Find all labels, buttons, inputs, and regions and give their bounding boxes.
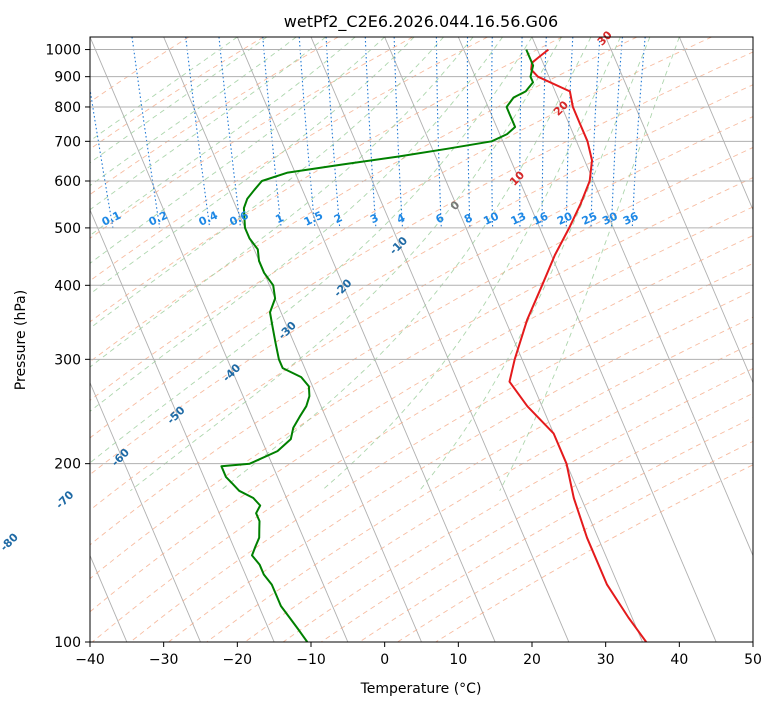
moist-adiabat-line [90,37,356,236]
x-tick-label: 30 [597,652,615,668]
moist-adiabat-line [130,37,562,492]
y-tick-label: 100 [54,635,81,651]
profile-series [220,48,648,642]
mixing-ratio-label: 10 [481,209,501,227]
temperature-profile-line [508,48,648,642]
mixing-ratio-line [298,37,316,228]
moist-adiabat-line [90,37,415,295]
isotherm-line [90,37,349,642]
dry-adiabat-line [90,116,753,511]
y-tick-label: 200 [54,457,81,473]
chart-title: wetPf2_C2E6.2026.044.16.56.G06 [284,12,558,32]
dry-adiabat-line [90,84,753,476]
dry-adiabat-line [90,37,488,282]
dry-adiabat-line [206,316,753,642]
x-tick-label: 50 [744,652,762,668]
isotherm-line [90,381,201,642]
moist-adiabat-line [90,37,444,329]
isotherm-line [236,37,496,642]
x-tick-label: 40 [670,652,688,668]
y-tick-label: 600 [54,174,81,190]
y-tick-label: 400 [54,278,81,294]
moist-adiabat-line [90,37,474,368]
dry-adiabat-line [90,37,414,239]
isotherm-line [678,37,753,212]
dewpoint-profile-line [220,49,535,642]
x-tick-label: −10 [296,652,326,668]
x-tick-label: −30 [149,652,179,668]
moist-adiabat-line [499,37,680,492]
moist-adiabat-line [90,37,268,164]
mixing-ratio-line [90,85,114,228]
mixing-ratio-label: 16 [531,209,551,227]
mixing-ratio-label: 13 [509,210,528,228]
moist-adiabat-line [90,37,238,142]
mixing-ratio-label: 20 [555,209,575,227]
moist-adiabat-line [90,37,503,412]
x-axis-title: Temperature (°C) [360,681,482,697]
dry-adiabat-line [90,37,339,196]
dry-adiabat-line [282,368,753,642]
moist-adiabat-line [419,37,651,492]
mixing-ratio-line [218,37,242,228]
mixing-ratio-line [631,37,646,228]
background-lines [90,37,753,642]
isotherm-line [384,37,643,642]
isotherm-line [531,37,753,557]
dry-adiabat-line [90,147,753,546]
y-tick-label: 900 [54,70,81,86]
y-axis-title: Pressure (hPa) [13,290,29,390]
x-tick-label: −20 [223,652,253,668]
dry-adiabat-line [90,51,753,439]
moist-adiabat-line [219,37,592,492]
mixing-ratio-line [262,37,282,228]
isotherm-line [90,208,275,642]
dry-adiabat-line [90,37,563,323]
plot-frame [89,36,754,643]
y-tick-label: 500 [54,221,81,237]
x-tick-label: −40 [75,652,105,668]
y-tick-label: 800 [54,100,81,116]
moist-adiabat-line [90,37,533,464]
dry-adiabat-line [130,262,753,642]
mixing-ratio-line [131,37,161,228]
mixing-ratio-label: 25 [580,210,599,228]
moist-adiabat-line [90,37,297,187]
plot-area-background [90,37,753,642]
y-tick-label: 700 [54,134,81,150]
mixing-ratio-label: 36 [621,209,641,227]
x-tick-label: 10 [449,652,467,668]
pressure-gridlines [90,49,753,642]
y-tick-label: 300 [54,352,81,368]
x-tick-label: 0 [380,652,389,668]
y-tick-label: 1000 [45,43,81,59]
moist-adiabat-line [90,37,385,264]
mixing-ratio-label: 30 [600,209,620,227]
mixing-ratio-line [185,37,211,228]
isotherm-line [163,37,422,642]
dry-adiabat-line [90,206,753,613]
isotherm-line [605,37,753,384]
axes: −40 −30 −20 −10 0 10 20 30 40 50 100 200 300 400 500 60… [45,43,762,668]
x-tick-label: 20 [523,652,541,668]
